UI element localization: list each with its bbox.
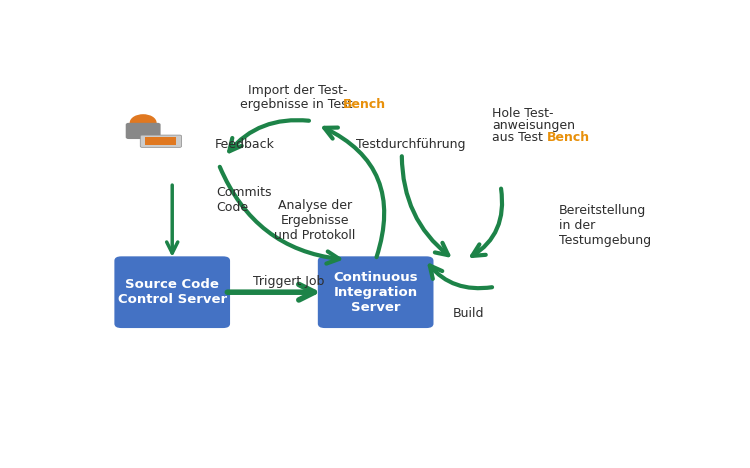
- Text: Bereitstellung
in der
Testumgebung: Bereitstellung in der Testumgebung: [559, 204, 651, 247]
- Circle shape: [130, 115, 156, 131]
- Text: aus Test: aus Test: [492, 131, 543, 144]
- Text: Source Code
Control Server: Source Code Control Server: [118, 278, 226, 306]
- Text: Import der Test-: Import der Test-: [248, 84, 346, 97]
- Text: Testdurchführung: Testdurchführung: [356, 138, 465, 151]
- Text: Bench: Bench: [343, 98, 386, 110]
- FancyBboxPatch shape: [126, 123, 160, 139]
- Text: ergebnisse in Test: ergebnisse in Test: [240, 98, 352, 110]
- Text: Analyse der
Ergebnisse
und Protokoll: Analyse der Ergebnisse und Protokoll: [274, 198, 356, 241]
- Text: Build: Build: [453, 307, 484, 320]
- FancyBboxPatch shape: [115, 256, 230, 328]
- Text: Hole Test-: Hole Test-: [492, 107, 554, 120]
- Text: Bench: Bench: [547, 131, 590, 144]
- FancyBboxPatch shape: [318, 256, 434, 328]
- FancyBboxPatch shape: [140, 135, 182, 147]
- Text: Continuous
Integration
Server: Continuous Integration Server: [333, 271, 418, 314]
- Text: Feedback: Feedback: [215, 138, 274, 151]
- Text: Commits
Code: Commits Code: [216, 186, 272, 214]
- Text: anweisungen: anweisungen: [492, 119, 575, 132]
- Text: Triggert Job: Triggert Job: [253, 275, 324, 288]
- FancyBboxPatch shape: [146, 137, 176, 145]
